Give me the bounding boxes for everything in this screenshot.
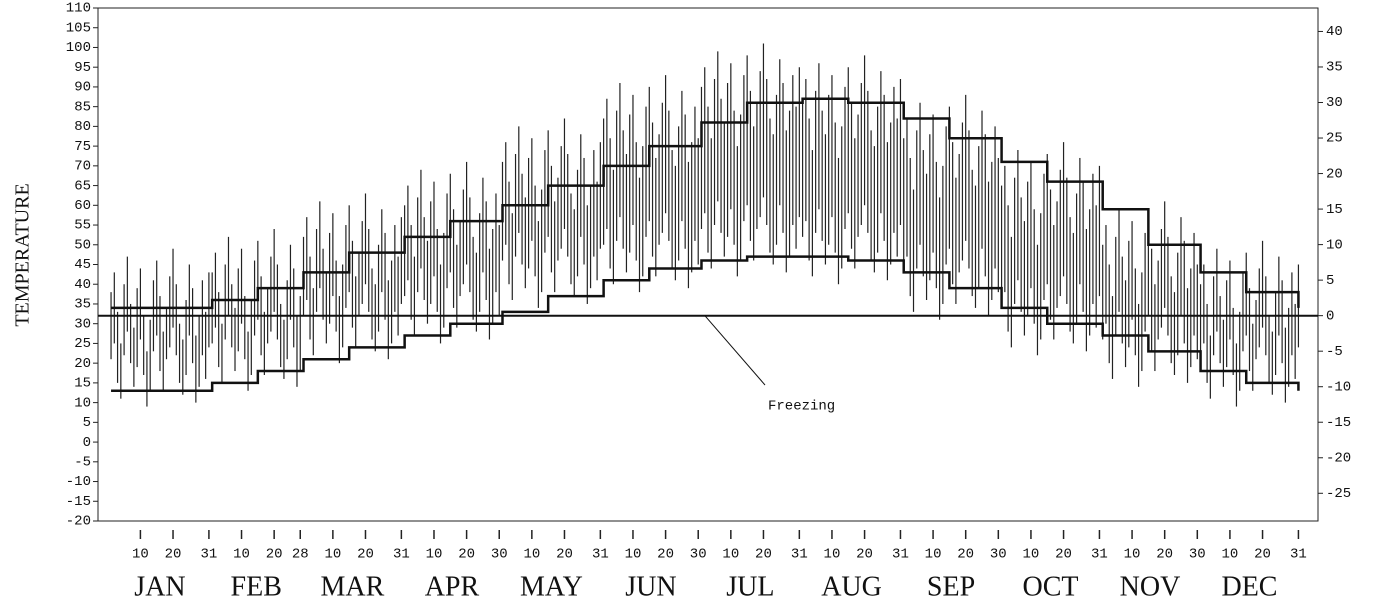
y-tick-label: 65 bbox=[74, 178, 91, 194]
month-label: SEP bbox=[927, 571, 975, 602]
x-tick-label: 20 bbox=[657, 547, 674, 563]
y2-tick-label: 40 bbox=[1326, 24, 1343, 40]
y-tick-label: 35 bbox=[74, 297, 91, 313]
y-tick-label: 95 bbox=[74, 60, 91, 76]
y-tick-label: 0 bbox=[83, 435, 91, 451]
x-tick-label: 20 bbox=[458, 547, 475, 563]
x-tick-label: 10 bbox=[523, 547, 540, 563]
y-tick-label: 85 bbox=[74, 99, 91, 115]
y-tick-label: 40 bbox=[74, 277, 91, 293]
y-tick-label: -5 bbox=[74, 455, 91, 471]
month-label: APR bbox=[425, 571, 480, 602]
x-tick-label: 28 bbox=[292, 547, 309, 563]
y-tick-label: 60 bbox=[74, 198, 91, 214]
y-tick-label: 20 bbox=[74, 356, 91, 372]
month-label: JAN bbox=[134, 571, 185, 602]
annotation-leader bbox=[704, 315, 766, 386]
y-tick-label: -20 bbox=[66, 514, 91, 530]
y2-tick-label: 35 bbox=[1326, 60, 1343, 76]
y-tick-label: 100 bbox=[66, 40, 91, 56]
annotation: Freezing bbox=[768, 399, 835, 415]
x-tick-label: 31 bbox=[592, 547, 609, 563]
x-tick-label: 31 bbox=[892, 547, 909, 563]
y-tick-label: 70 bbox=[74, 159, 91, 175]
x-tick-label: 31 bbox=[1290, 547, 1307, 563]
x-tick-label: 10 bbox=[625, 547, 642, 563]
y2-tick-label: 20 bbox=[1326, 166, 1343, 182]
x-tick-label: 10 bbox=[233, 547, 250, 563]
x-tick-label: 10 bbox=[1023, 547, 1040, 563]
x-tick-label: 10 bbox=[722, 547, 739, 563]
y2-tick-label: 5 bbox=[1326, 273, 1334, 289]
x-tick-label: 10 bbox=[132, 547, 149, 563]
plot-frame bbox=[97, 7, 1319, 522]
y-tick-label: 15 bbox=[74, 376, 91, 392]
y-tick-label: 5 bbox=[83, 415, 91, 431]
x-tick-label: 20 bbox=[1254, 547, 1271, 563]
x-tick-label: 20 bbox=[266, 547, 283, 563]
y2-tick-label: -5 bbox=[1326, 344, 1343, 360]
x-tick-label: 20 bbox=[357, 547, 374, 563]
normal-low bbox=[111, 255, 1300, 393]
y-tick-label: 25 bbox=[74, 336, 91, 352]
y-tick-label: 90 bbox=[74, 80, 91, 96]
x-tick-label: 10 bbox=[426, 547, 443, 563]
y2-tick-label: -15 bbox=[1326, 415, 1351, 431]
x-tick-label: 10 bbox=[1222, 547, 1239, 563]
y-tick-label: 50 bbox=[74, 237, 91, 253]
x-tick-label: 20 bbox=[1156, 547, 1173, 563]
y2-tick-label: 15 bbox=[1326, 202, 1343, 218]
x-tick-label: 20 bbox=[957, 547, 974, 563]
y-tick-label: 105 bbox=[66, 20, 91, 36]
x-tick-label: 20 bbox=[856, 547, 873, 563]
month-label: DEC bbox=[1221, 571, 1277, 602]
y2-tick-label: 30 bbox=[1326, 95, 1343, 111]
month-label: AUG bbox=[821, 571, 882, 602]
y2-tick-label: -20 bbox=[1326, 450, 1351, 466]
x-tick-label: 31 bbox=[791, 547, 808, 563]
month-label: FEB bbox=[231, 571, 282, 602]
normal-high bbox=[111, 97, 1300, 310]
month-label: JUN bbox=[625, 571, 676, 602]
y2-tick-label: 25 bbox=[1326, 131, 1343, 147]
y-tick-label: -10 bbox=[66, 474, 91, 490]
y-tick-label: 45 bbox=[74, 257, 91, 273]
y-axis-title: TEMPERATURE bbox=[12, 183, 34, 326]
x-tick-label: 30 bbox=[690, 547, 707, 563]
x-tick-label: 20 bbox=[556, 547, 573, 563]
x-tick-label: 10 bbox=[324, 547, 341, 563]
x-tick-label: 10 bbox=[1124, 547, 1141, 563]
x-tick-label: 30 bbox=[990, 547, 1007, 563]
y-tick-label: -15 bbox=[66, 494, 91, 510]
y2-tick-label: 10 bbox=[1326, 237, 1343, 253]
y-tick-label: 55 bbox=[74, 218, 91, 234]
month-label: JUL bbox=[726, 571, 774, 602]
y-tick-label: 80 bbox=[74, 119, 91, 135]
y-tick-label: 30 bbox=[74, 316, 91, 332]
y-tick-label: 75 bbox=[74, 139, 91, 155]
x-tick-label: 20 bbox=[1055, 547, 1072, 563]
month-label: NOV bbox=[1120, 571, 1181, 602]
x-tick-label: 20 bbox=[755, 547, 772, 563]
x-tick-label: 20 bbox=[165, 547, 182, 563]
y2-tick-label: -25 bbox=[1326, 486, 1351, 502]
x-tick-label: 10 bbox=[824, 547, 841, 563]
x-tick-label: 31 bbox=[1091, 547, 1108, 563]
x-tick-label: 30 bbox=[491, 547, 508, 563]
y-tick-label: 110 bbox=[66, 1, 91, 17]
x-tick-label: 31 bbox=[393, 547, 410, 563]
month-label: OCT bbox=[1023, 571, 1079, 602]
y2-tick-label: 0 bbox=[1326, 308, 1334, 324]
x-tick-label: 10 bbox=[925, 547, 942, 563]
month-label: MAY bbox=[520, 571, 583, 602]
y2-tick-label: -10 bbox=[1326, 379, 1351, 395]
y-tick-label: 10 bbox=[74, 395, 91, 411]
x-tick-label: 30 bbox=[1189, 547, 1206, 563]
month-label: MAR bbox=[321, 571, 385, 602]
x-tick-label: 31 bbox=[201, 547, 218, 563]
